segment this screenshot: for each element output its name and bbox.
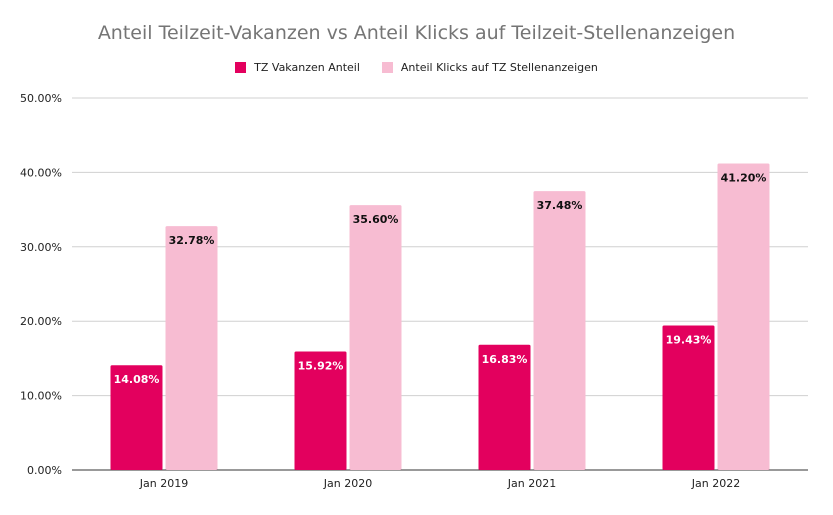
bar-series-2	[165, 226, 218, 470]
y-tick-label: 30.00%	[20, 241, 62, 254]
y-tick-label: 20.00%	[20, 315, 62, 328]
y-tick-label: 50.00%	[20, 92, 62, 105]
data-label: 14.08%	[114, 373, 160, 386]
data-label: 32.78%	[169, 234, 215, 247]
legend-swatch-series-1	[235, 62, 247, 73]
x-tick-label: Jan 2021	[507, 477, 556, 490]
data-label: 41.20%	[721, 171, 767, 184]
bar-series-2	[533, 191, 586, 470]
bar-series-2	[717, 163, 770, 471]
bar-series-2	[349, 205, 402, 471]
x-tick-label: Jan 2019	[139, 477, 188, 490]
y-tick-label: 0.00%	[27, 464, 62, 477]
legend: TZ Vakanzen Anteil Anteil Klicks auf TZ …	[0, 61, 833, 74]
x-tick-label: Jan 2020	[323, 477, 372, 490]
data-label: 35.60%	[353, 213, 399, 226]
data-label: 19.43%	[666, 333, 712, 346]
chart-title: Anteil Teilzeit-Vakanzen vs Anteil Klick…	[97, 22, 736, 44]
legend-item-series-2: Anteil Klicks auf TZ Stellenanzeigen	[381, 61, 598, 74]
data-label: 15.92%	[298, 360, 344, 373]
bar-series-1	[662, 325, 715, 470]
legend-label-series-1: TZ Vakanzen Anteil	[254, 61, 360, 74]
y-tick-label: 10.00%	[20, 390, 62, 403]
x-tick-label: Jan 2022	[691, 477, 740, 490]
bar-series-1	[478, 344, 531, 470]
data-label: 16.83%	[482, 353, 528, 366]
y-tick-label: 40.00%	[20, 166, 62, 179]
legend-label-series-2: Anteil Klicks auf TZ Stellenanzeigen	[400, 61, 598, 74]
data-label: 37.48%	[537, 199, 583, 212]
legend-swatch-series-2	[381, 62, 393, 73]
legend-item-series-1: TZ Vakanzen Anteil	[235, 61, 360, 74]
bar-series-1	[110, 365, 163, 470]
bar-series-1	[294, 351, 347, 470]
